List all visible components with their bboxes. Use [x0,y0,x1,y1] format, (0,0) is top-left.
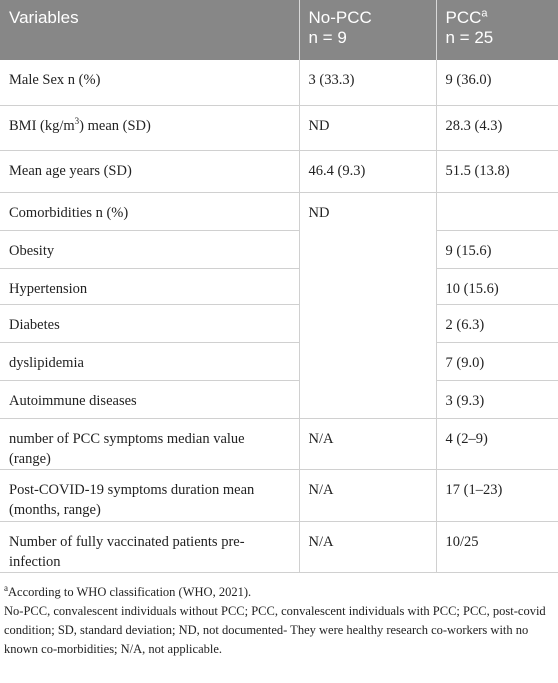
header-cell: Variables [0,0,300,60]
data-table: Variables No-PCC n = 9 PCCa n = 25 Male Se… [0,0,558,573]
cell [435,192,558,231]
cell: 7 (9.0) [435,342,558,381]
cell: 9 (15.6) [435,230,558,269]
cell: number of PCC symptoms median value (ran… [0,418,300,470]
cell: 2 (6.3) [435,304,558,343]
header-cell: PCCa n = 25 [436,0,558,60]
cell: Obesity [0,230,300,269]
text: BMI (kg/m [9,117,75,134]
cell: 10/25 [435,521,558,573]
cell: Comorbidities n (%) [0,192,300,231]
header-n: n = 9 [308,28,347,47]
footnote: No-PCC, convalescent individuals without… [4,603,546,656]
superscript: a [4,582,8,593]
header-text: Variables [9,8,79,27]
header-row: Variables No-PCC n = 9 PCCa n = 25 [0,0,558,60]
cell: 17 (1–23) [435,469,558,522]
footnote: aAccording to WHO classification (WHO, 2… [4,583,554,602]
cell: Male Sex n (%) [0,60,300,106]
header-cell: No-PCC n = 9 [299,0,437,60]
header-n: n = 25 [445,28,494,47]
cell: Diabetes [0,304,300,343]
header-text: No-PCC [308,8,372,27]
cell: 28.3 (4.3) [435,105,558,151]
superscript: 3 [74,115,80,126]
cell: Number of fully vaccinated patients pre-… [0,521,300,573]
cell: N/A [298,469,437,522]
cell: N/A [298,418,437,470]
cell: 9 (36.0) [435,60,558,106]
superscript: a [481,7,488,20]
cell: Hypertension [0,268,300,305]
cell: 3 (33.3) [298,60,437,106]
cell: ND [298,105,437,151]
cell: 10 (15.6) [435,268,558,305]
cell: Mean age years (SD) [0,150,300,193]
text: ) mean (SD) [79,117,151,134]
cell: N/A [298,521,437,573]
cell: 3 (9.3) [435,380,558,419]
cell: dyslipidemia [0,342,300,381]
cell: 46.4 (9.3) [298,150,437,193]
cell: 51.5 (13.8) [435,150,558,193]
cell: 4 (2–9) [435,418,558,470]
cell: Post-COVID-19 symptoms duration mean (mo… [0,469,300,522]
text: According to WHO classification (WHO, 20… [8,584,252,599]
header-text: PCC [445,8,482,27]
cell: ND [298,192,437,419]
cell: BMI (kg/m3) mean (SD) [0,105,300,151]
footnotes: aAccording to WHO classification (WHO, 2… [0,573,558,659]
cell: Autoimmune diseases [0,380,300,419]
